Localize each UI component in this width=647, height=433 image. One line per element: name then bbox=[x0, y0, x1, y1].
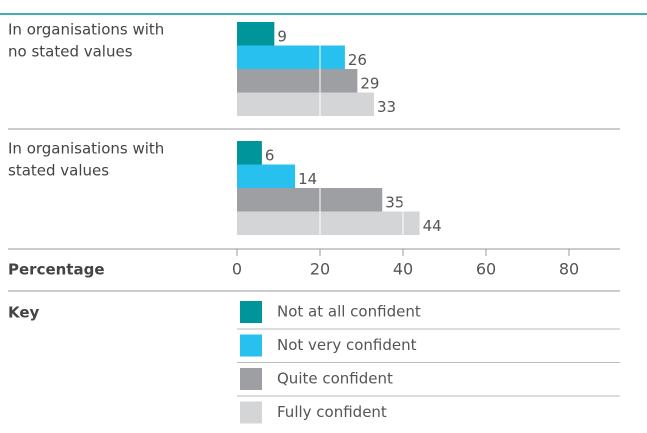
x-tick-label: 20 bbox=[310, 260, 330, 279]
bar bbox=[237, 22, 275, 46]
value-label: 14 bbox=[298, 170, 317, 188]
x-tick-label: 0 bbox=[232, 260, 242, 279]
value-label: 35 bbox=[385, 193, 404, 211]
bar bbox=[237, 164, 296, 188]
value-label: 9 bbox=[277, 27, 287, 45]
bar bbox=[237, 92, 374, 116]
legend-label: Not at all confident bbox=[277, 303, 421, 321]
bar bbox=[237, 69, 358, 93]
x-tick-label: 60 bbox=[476, 260, 496, 279]
legend-swatch bbox=[240, 334, 262, 357]
category-label: In organisations with bbox=[8, 21, 164, 39]
bar bbox=[237, 141, 262, 165]
bar bbox=[237, 188, 383, 212]
category-label: stated values bbox=[8, 162, 109, 180]
value-label: 29 bbox=[360, 74, 379, 92]
legend-label: Not very confident bbox=[277, 336, 417, 354]
value-label: 6 bbox=[265, 146, 275, 164]
legend-label: Fully confident bbox=[277, 403, 387, 421]
legend-swatch bbox=[240, 368, 262, 390]
legend-title: Key bbox=[8, 304, 40, 322]
legend-swatch bbox=[240, 301, 262, 323]
x-tick-label: 40 bbox=[393, 260, 413, 279]
category-label: no stated values bbox=[8, 43, 133, 61]
bar bbox=[237, 45, 345, 69]
value-label: 33 bbox=[377, 98, 396, 116]
value-label: 44 bbox=[423, 217, 442, 235]
value-label: 26 bbox=[348, 51, 367, 69]
bar bbox=[237, 211, 420, 235]
x-axis-label: Percentage bbox=[8, 261, 105, 279]
category-label: In organisations with bbox=[8, 140, 164, 158]
legend-label: Quite confident bbox=[277, 370, 393, 388]
x-tick-label: 80 bbox=[559, 260, 579, 279]
legend-swatch bbox=[240, 401, 262, 424]
